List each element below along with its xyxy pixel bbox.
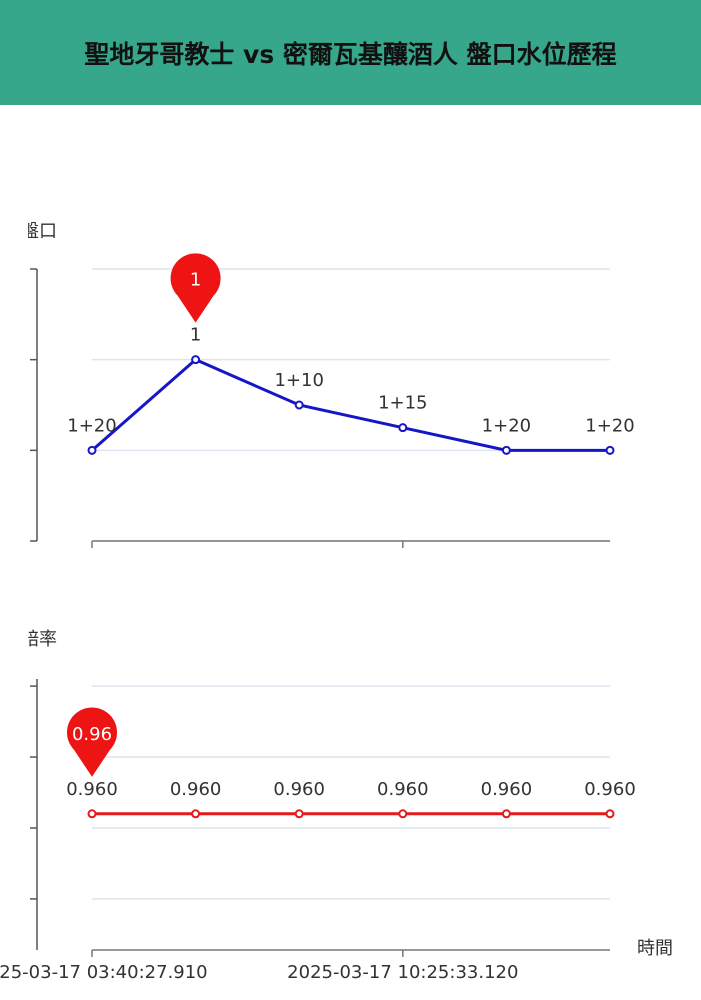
data-label: 1+20 [67, 415, 116, 436]
data-point [191, 355, 201, 365]
data-point [398, 809, 408, 819]
data-label: 0.960 [170, 779, 222, 800]
data-point [294, 809, 304, 819]
x-tick-label: 2025-03-17 03:40:27.910 [0, 962, 208, 983]
data-label: 1+20 [482, 415, 531, 436]
data-point [605, 809, 615, 819]
data-label: 1+15 [378, 393, 427, 414]
data-label: 0.960 [377, 779, 429, 800]
series-line [91, 357, 610, 452]
data-label: 0.960 [66, 779, 118, 800]
header: 聖地牙哥教士 vs 密爾瓦基釀酒人 盤口水位歷程 [0, 0, 701, 105]
data-label: 1+10 [274, 370, 323, 391]
data-label: 1 [190, 325, 201, 346]
data-point [87, 809, 97, 819]
data-point [191, 809, 201, 819]
data-point [294, 400, 304, 410]
mark-pin [67, 707, 117, 777]
y-axis-label: 盤口 [21, 221, 57, 242]
page-title: 聖地牙哥教士 vs 密爾瓦基釀酒人 盤口水位歷程 [84, 39, 617, 69]
mark-pin-label: 0.96 [72, 724, 112, 745]
data-point [501, 809, 511, 819]
data-point [501, 445, 511, 455]
mark-pin [170, 253, 221, 323]
mark-pin-label: 1 [190, 270, 201, 291]
data-label: 1+20 [585, 415, 634, 436]
x-axis-label: 時間 [637, 938, 673, 959]
data-label: 0.960 [584, 779, 636, 800]
x-tick-label: 2025-03-17 10:25:33.120 [287, 962, 518, 983]
data-label: 0.960 [273, 779, 325, 800]
data-point [87, 445, 97, 455]
y-axis-label: 賠率 [21, 629, 57, 650]
data-label: 0.960 [481, 779, 533, 800]
data-point [398, 423, 408, 433]
data-point [605, 445, 615, 455]
